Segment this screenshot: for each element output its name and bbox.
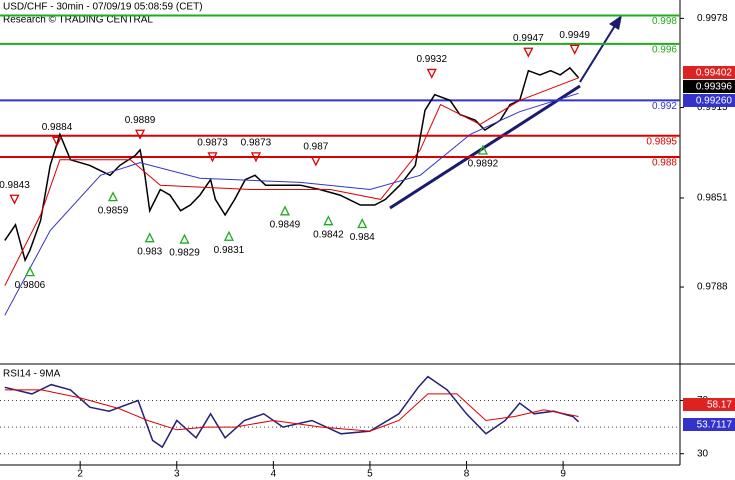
series-line	[4, 66, 580, 263]
annotation-label: 0.9892	[468, 159, 499, 170]
annotation-label: 0.9831	[214, 245, 245, 256]
level-label: 0.988	[652, 158, 677, 169]
price-box-label: 58.17	[707, 400, 732, 411]
annotation-label: 0.9843	[0, 180, 30, 191]
y-tick-label: 0.9851	[697, 193, 728, 204]
annotation-label: 0.9947	[513, 33, 544, 44]
trough-marker	[477, 144, 489, 155]
x-tick-label: 8	[464, 469, 470, 480]
series-line	[4, 389, 579, 432]
trough-marker	[144, 232, 155, 243]
forecast-arrowhead	[609, 15, 622, 30]
trough-marker	[223, 230, 234, 241]
forecast-arrow	[579, 23, 617, 83]
peak-marker	[207, 152, 218, 163]
price-box	[683, 94, 735, 107]
annotation-label: 0.9932	[416, 54, 447, 65]
level-label: 0.998	[652, 16, 677, 27]
annotation-label: 0.983	[137, 246, 162, 257]
annotation-label: 0.9849	[270, 219, 301, 230]
price-box	[683, 418, 735, 431]
price-box-label: 0.99260	[696, 96, 733, 107]
price-box	[683, 66, 735, 79]
level-label: 0.996	[652, 44, 677, 55]
y-tick-label: 0.9788	[697, 282, 728, 293]
trough-marker	[357, 218, 368, 229]
price-box	[683, 398, 735, 411]
price-box-label: 0.99402	[696, 68, 733, 79]
series-line	[4, 77, 579, 286]
annotation-label: 0.9829	[169, 248, 200, 259]
trough-marker	[24, 266, 35, 277]
annotation-label: 0.9842	[313, 229, 344, 240]
price-box-label: 53.7117	[697, 420, 733, 431]
level-label: 0.992	[652, 101, 677, 112]
peak-marker	[569, 44, 580, 55]
annotation-label: 0.984	[350, 232, 375, 243]
series-line	[4, 92, 579, 316]
y-tick-label: 0.9915	[697, 102, 728, 113]
annotation-label: 0.9889	[125, 115, 156, 126]
trough-marker	[107, 191, 119, 202]
level-label: 0.9895	[646, 136, 677, 147]
peak-marker	[135, 129, 146, 140]
trough-marker	[323, 215, 334, 226]
annotation-label: 0.9949	[559, 30, 590, 41]
annotation-label: 0.9884	[42, 122, 73, 133]
chart-subtitle: Research © TRADING CENTRAL	[3, 15, 153, 26]
x-tick-label: 4	[271, 469, 277, 480]
trough-marker	[179, 233, 190, 244]
peak-marker	[9, 194, 20, 205]
y-tick-label: 30	[697, 448, 709, 459]
annotation-label: 0.9873	[241, 138, 272, 149]
price-box	[683, 80, 735, 93]
peak-marker	[426, 68, 437, 79]
peak-marker	[51, 136, 63, 147]
annotation-label: 0.9806	[15, 280, 46, 291]
peak-marker	[310, 156, 321, 167]
x-tick-label: 2	[77, 469, 83, 480]
x-tick-label: 5	[367, 469, 373, 480]
peak-marker	[523, 47, 534, 58]
series-line	[4, 375, 580, 449]
x-tick-label: 3	[174, 469, 180, 480]
x-tick-label: 9	[560, 469, 566, 480]
chart-title: USD/CHF - 30min - 07/09/19 05:08:59 (CET…	[3, 2, 203, 13]
annotation-label: 0.9859	[98, 205, 129, 216]
annotation-label: 0.987	[303, 142, 328, 153]
rsi-title: RSI14 - 9MA	[3, 369, 61, 380]
peak-marker	[250, 152, 262, 163]
price-box-label: 0.99396	[696, 82, 733, 93]
trough-marker	[279, 205, 290, 216]
trend-line	[389, 84, 581, 210]
annotation-label: 0.9873	[197, 138, 228, 149]
y-tick-label: 0.9978	[697, 13, 728, 24]
